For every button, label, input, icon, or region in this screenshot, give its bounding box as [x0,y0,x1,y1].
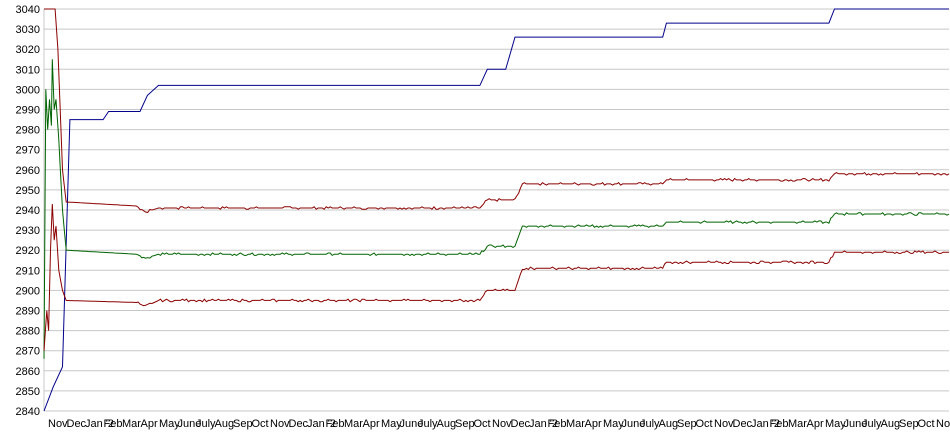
x-tick-label: Aug [437,418,457,430]
x-tick-label: Apr [585,418,602,430]
x-tick-label: No [936,418,950,430]
x-tick-label: Nov [48,418,68,430]
x-tick-label: Sep [677,418,697,430]
x-tick-label: Sep [455,418,475,430]
x-tick-label: Nov [714,418,734,430]
x-tick-label: Dec [289,418,309,430]
y-tick-label: 3000 [16,84,40,96]
x-tick-label: June [178,418,202,430]
x-tick-label: July [640,418,660,430]
x-tick-label: July [196,418,216,430]
x-tick-label: June [400,418,424,430]
y-tick-label: 3010 [16,64,40,76]
x-tick-label: Aug [215,418,235,430]
x-tick-label: Oct [918,418,935,430]
y-tick-label: 2860 [16,366,40,378]
x-tick-label: Mar [122,418,141,430]
x-tick-label: May [159,418,180,430]
x-tick-label: Apr [141,418,158,430]
x-tick-label: Feb [104,418,123,430]
x-tick-label: Nov [270,418,290,430]
x-tick-label: July [418,418,438,430]
y-tick-label: 2980 [16,125,40,137]
x-tick-label: May [381,418,402,430]
x-tick-label: Oct [696,418,713,430]
x-tick-label: Feb [770,418,789,430]
x-tick-label: Dec [733,418,753,430]
y-tick-label: 2900 [16,285,40,297]
x-tick-label: Mar [344,418,363,430]
y-tick-label: 2940 [16,205,40,217]
x-tick-label: Dec [67,418,87,430]
x-tick-label: Sep [233,418,253,430]
x-tick-label: Feb [548,418,567,430]
x-tick-label: July [862,418,882,430]
x-tick-label: Oct [252,418,269,430]
series-line-lower_band [43,203,949,351]
x-tick-label: Aug [659,418,679,430]
y-tick-label: 2890 [16,306,40,318]
x-tick-label: Feb [326,418,345,430]
x-tick-label: Mar [566,418,585,430]
x-tick-label: Jan '2 [85,418,114,430]
y-tick-label: 2970 [16,145,40,157]
series-line-blue [43,8,949,412]
x-tick-label: May [825,418,846,430]
x-tick-label: Nov [492,418,512,430]
y-tick-label: 3030 [16,24,40,36]
y-tick-label: 2850 [16,386,40,398]
y-tick-label: 2870 [16,346,40,358]
y-tick-label: 2910 [16,265,40,277]
x-tick-label: Aug [881,418,901,430]
y-tick-label: 3020 [16,44,40,56]
series-lines [43,8,950,412]
y-tick-label: 2880 [16,326,40,338]
x-tick-label: May [603,418,624,430]
x-tick-label: June [844,418,868,430]
x-tick-label: Dec [511,418,531,430]
x-tick-label: Jan '2 [751,418,780,430]
y-tick-label: 2930 [16,225,40,237]
x-tick-label: June [622,418,646,430]
y-tick-label: 2950 [16,185,40,197]
x-tick-label: Jan '2 [529,418,558,430]
x-tick-label: Apr [363,418,380,430]
y-tick-label: 3040 [16,4,40,16]
x-tick-label: Mar [788,418,807,430]
y-tick-label: 2960 [16,165,40,177]
x-tick-label: Sep [899,418,919,430]
series-line-middle [43,59,950,359]
y-tick-label: 2990 [16,105,40,117]
y-axis-tick-labels: 2840 2850 2860 2870 2880 2890 2900 2910 2920 2930… [16,4,40,418]
y-tick-label: 2920 [16,245,40,257]
x-tick-label: Jan '2 [307,418,336,430]
x-tick-label: Apr [807,418,824,430]
x-tick-label: Oct [474,418,491,430]
y-tick-label: 2840 [16,406,40,418]
series-line-upper_band [44,8,950,214]
